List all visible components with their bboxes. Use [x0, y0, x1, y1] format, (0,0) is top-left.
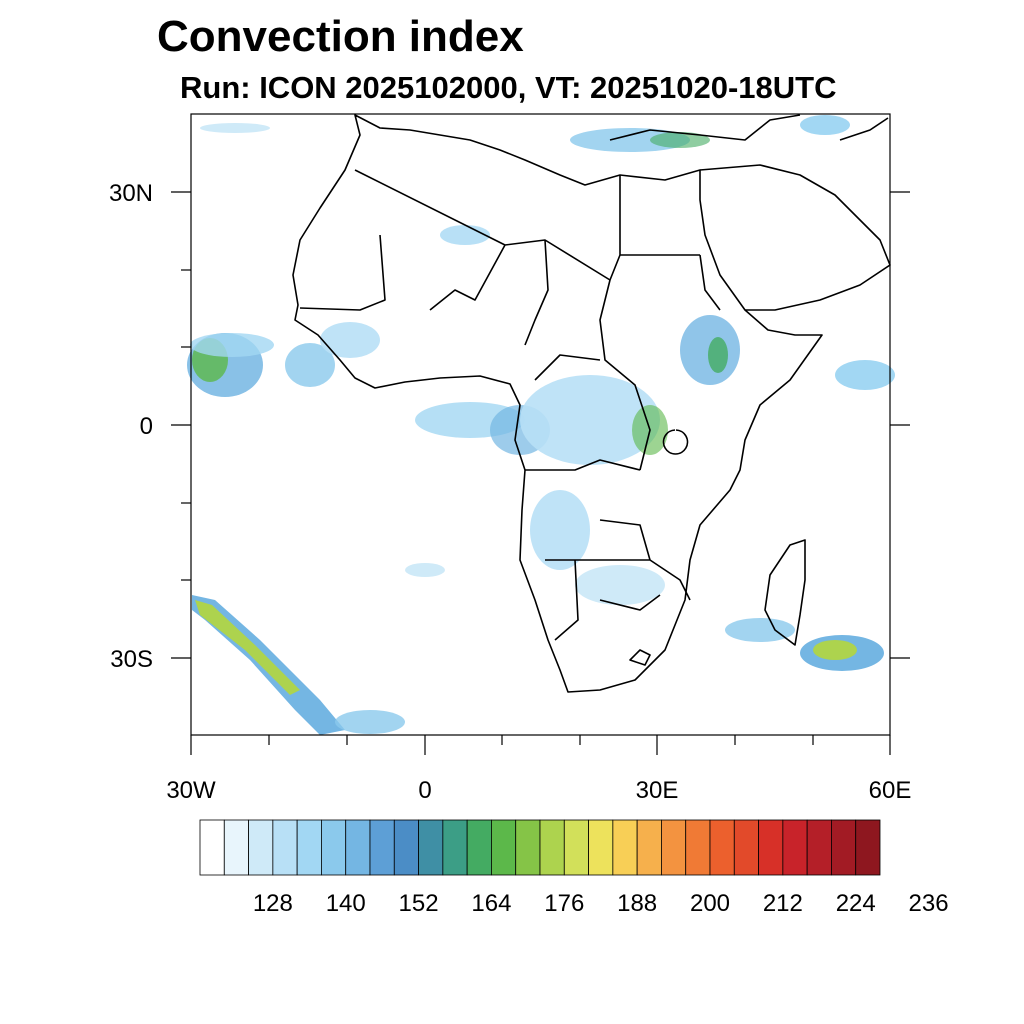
axis-ticks: [171, 191, 910, 755]
colorbar-tick-label: 200: [690, 890, 730, 917]
colorbar-swatch: [661, 819, 687, 876]
colorbar-swatch: [782, 819, 808, 876]
colorbar-tick-label: 176: [544, 890, 584, 917]
colorbar-swatch: [806, 819, 832, 876]
colorbar-swatch: [709, 819, 735, 876]
colorbar-swatch: [272, 819, 298, 876]
colorbar-swatch: [248, 819, 274, 876]
lon-tick-label: 30W: [166, 777, 216, 804]
colorbar-swatch: [588, 819, 614, 876]
colorbar-swatch: [685, 819, 711, 876]
lat-tick-label: 30S: [110, 646, 153, 673]
chart-subtitle: Run: ICON 2025102000, VT: 20251020-18UTC: [180, 70, 837, 105]
colorbar-tick-label: 152: [399, 890, 439, 917]
colorbar-swatch: [612, 819, 638, 876]
convection-field: [187, 115, 895, 735]
colorbar-tick-label: 164: [471, 890, 511, 917]
colorbar-swatch: [563, 819, 589, 876]
chart-title: Convection index: [157, 12, 524, 61]
colorbar-tick-label: 128: [253, 890, 293, 917]
colorbar-labels: 128 140 152 164 176 188 200 212 224 236: [253, 890, 949, 917]
lat-tick-label: 0: [140, 413, 153, 440]
colorbar-swatch: [733, 819, 759, 876]
colorbar-swatch: [515, 819, 541, 876]
colorbar-swatch: [539, 819, 565, 876]
colorbar-swatch: [855, 819, 881, 876]
colorbar-swatch: [199, 819, 225, 876]
colorbar-swatch: [223, 819, 249, 876]
colorbar-swatch: [393, 819, 419, 876]
colorbar-tick-label: 212: [763, 890, 803, 917]
colorbar-tick-label: 188: [617, 890, 657, 917]
coastline: [292, 114, 891, 693]
lon-tick-label: 0: [418, 777, 431, 804]
colorbar-swatch: [831, 819, 857, 876]
colorbar-swatch: [369, 819, 395, 876]
colorbar-swatch: [442, 819, 468, 876]
colorbar-swatch: [418, 819, 444, 876]
colorbar: [199, 819, 881, 876]
lon-tick-label: 30E: [636, 777, 679, 804]
colorbar-tick-label: 224: [836, 890, 876, 917]
lon-tick-label: 60E: [869, 777, 912, 804]
colorbar-swatch: [296, 819, 322, 876]
colorbar-swatch: [466, 819, 492, 876]
colorbar-swatch: [345, 819, 371, 876]
colorbar-tick-label: 140: [326, 890, 366, 917]
colorbar-swatch: [758, 819, 784, 876]
colorbar-tick-label: 236: [909, 890, 949, 917]
colorbar-swatch: [491, 819, 517, 876]
colorbar-swatch: [636, 819, 662, 876]
colorbar-swatch: [321, 819, 347, 876]
lat-tick-label: 30N: [109, 180, 153, 207]
